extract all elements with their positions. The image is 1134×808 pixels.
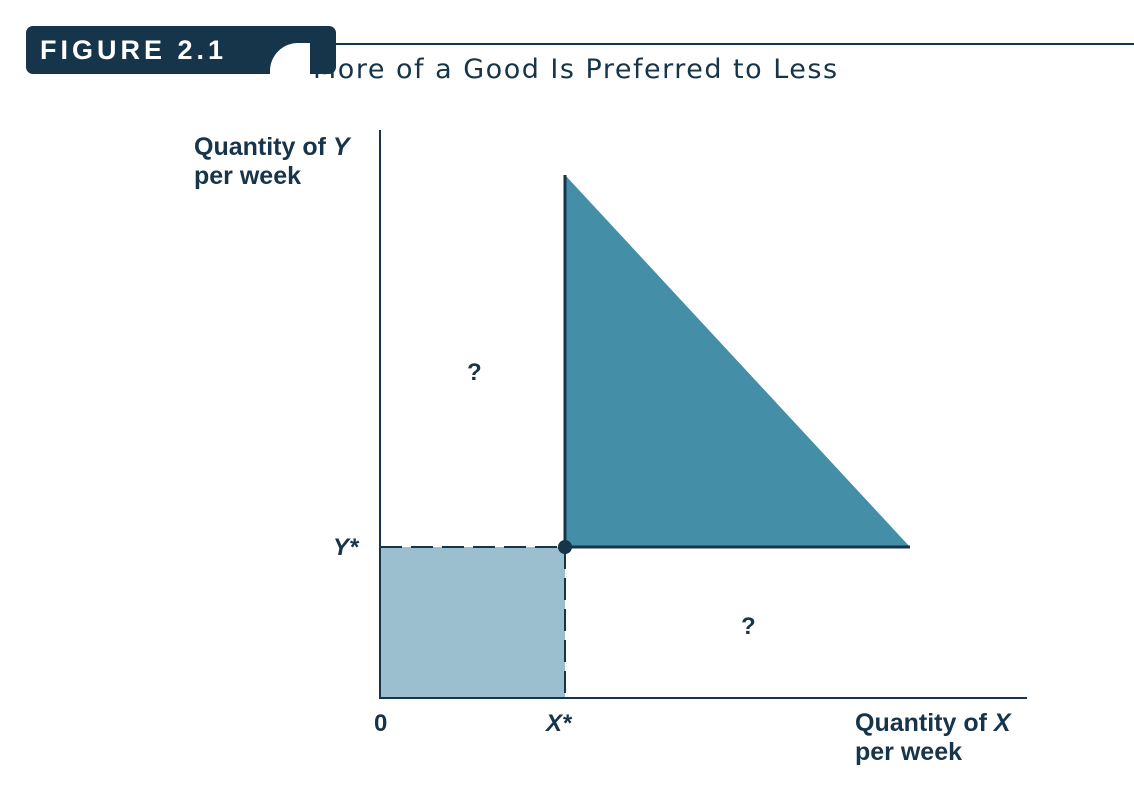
figure-title-rule (290, 43, 1134, 45)
figure-label: FIGURE 2.1 (40, 35, 228, 65)
y-axis-label-line1: Quantity of Y (194, 133, 352, 161)
upper-left-region-mark: ? (467, 359, 482, 386)
y-axis-label-prefix: Quantity of (194, 133, 333, 161)
y-axis-label-line2: per week (194, 162, 301, 190)
origin-label: 0 (374, 710, 387, 737)
x-axis-label-line2: per week (855, 738, 962, 766)
figure-title: More of a Good Is Preferred to Less (313, 54, 839, 85)
lower-right-region-mark: ? (741, 613, 756, 640)
x-axis-label-var: X (992, 709, 1012, 737)
x-axis-label-prefix: Quantity of (855, 709, 994, 737)
y-star-label: Y* (333, 534, 360, 561)
bundle-point (558, 540, 572, 554)
more-preferred-region (565, 175, 910, 547)
less-preferred-region (380, 547, 565, 698)
x-star-label: X* (544, 710, 573, 737)
y-axis-label-var: Y (333, 133, 352, 161)
x-axis-label-line1: Quantity of X (855, 709, 1012, 737)
